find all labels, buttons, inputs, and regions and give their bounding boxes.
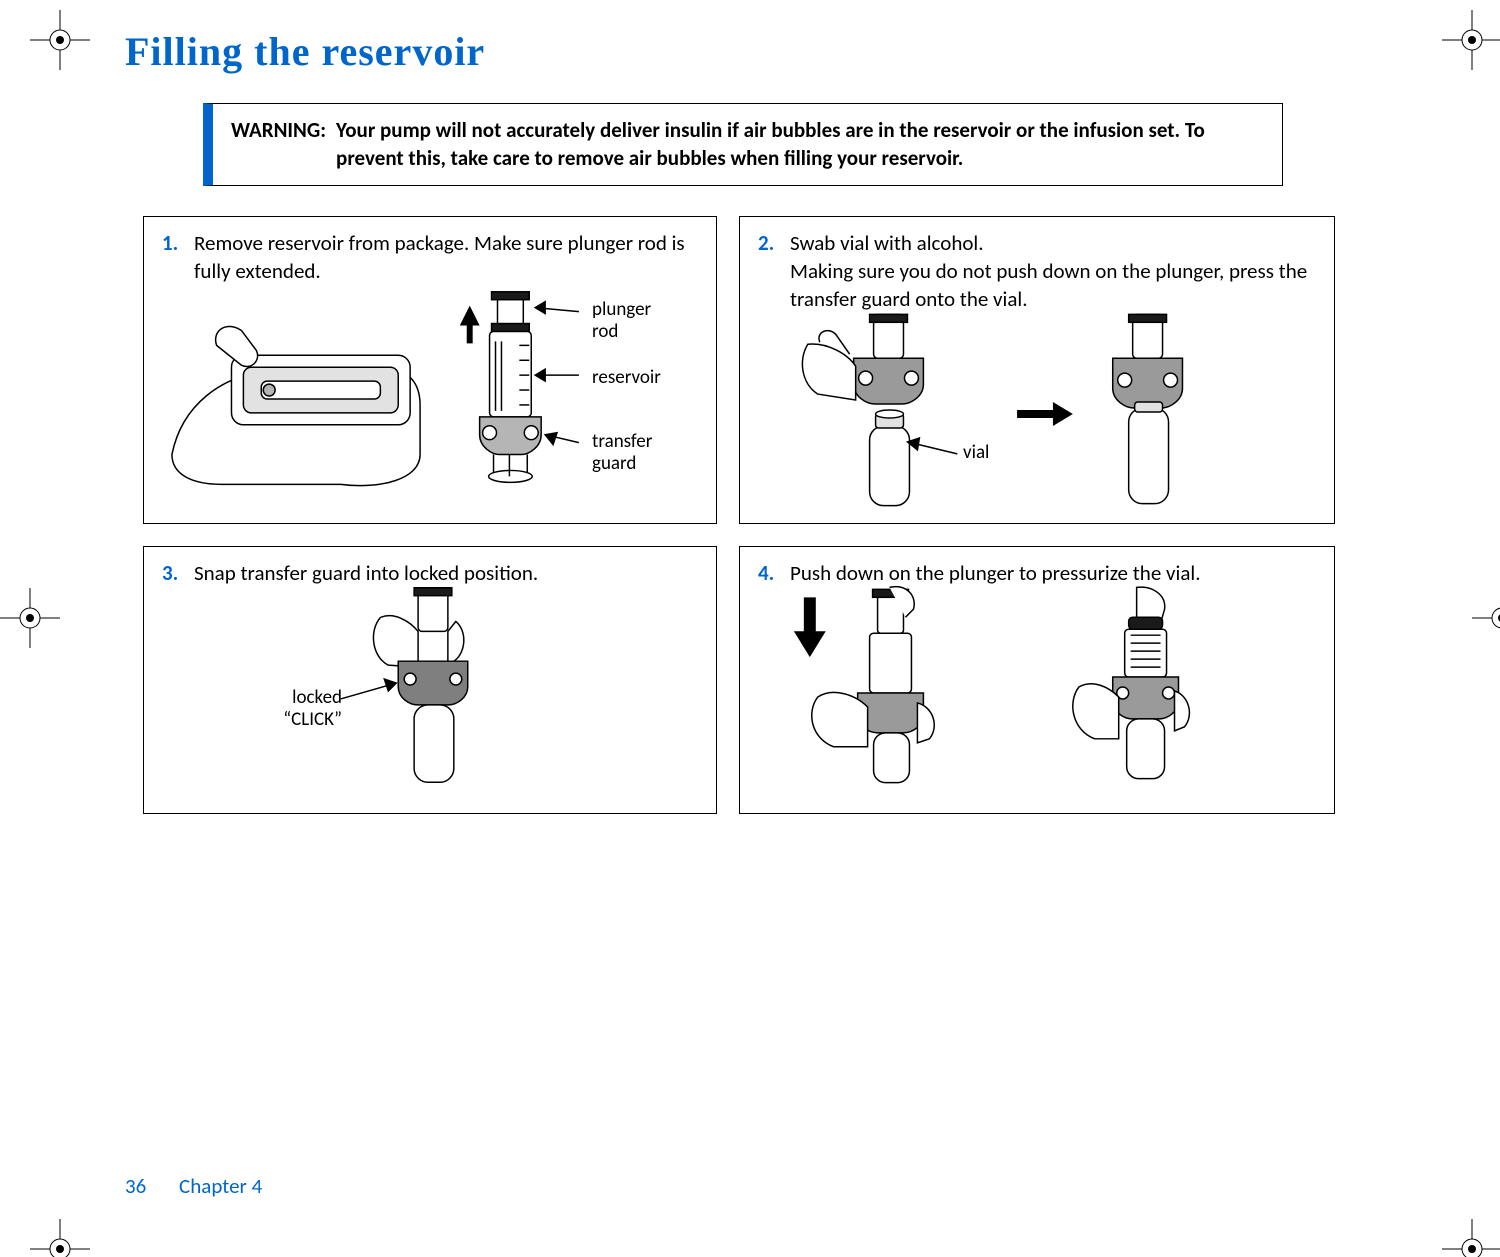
- step-3-text: Snap transfer guard into locked position…: [194, 559, 538, 587]
- warning-box: WARNING: Your pump will not accurately d…: [203, 103, 1283, 186]
- step-1: 1. Remove reservoir from package. Make s…: [143, 216, 717, 524]
- crop-mark-tl: [30, 10, 58, 38]
- step-1-text: Remove reservoir from package. Make sure…: [194, 229, 698, 286]
- step-2-number: 2.: [758, 229, 780, 314]
- step-4: 4. Push down on the plunger to pressuriz…: [739, 546, 1335, 814]
- step-1-number: 1.: [162, 229, 184, 286]
- callout-locked-click: locked “CLICK”: [262, 687, 342, 731]
- crop-mark-tr: [1442, 10, 1470, 38]
- crop-mark-br: [1442, 1219, 1470, 1247]
- step-3-number: 3.: [162, 559, 184, 587]
- callout-plunger-rod: plunger rod: [592, 299, 651, 343]
- page-title: Filling the reservoir: [125, 28, 1355, 75]
- crop-mark-mr: [1472, 588, 1500, 616]
- callout-reservoir: reservoir: [592, 367, 661, 389]
- crop-mark-ml: [0, 588, 28, 616]
- warning-text: Your pump will not accurately deliver in…: [336, 116, 1264, 173]
- crop-mark-bl: [30, 1219, 58, 1247]
- step-4-illustration: [758, 587, 1316, 787]
- page-number: 36: [125, 1173, 146, 1199]
- callout-transfer-guard: transfer guard: [592, 431, 652, 475]
- step-3-illustration: [162, 587, 698, 787]
- step-3: 3. Snap transfer guard into locked posit…: [143, 546, 717, 814]
- page-footer: 36 Chapter 4: [125, 1173, 262, 1199]
- step-2-text: Swab vial with alcohol. Making sure you …: [790, 229, 1316, 314]
- step-4-text: Push down on the plunger to pressurize t…: [790, 559, 1201, 587]
- warning-label: WARNING:: [231, 116, 326, 173]
- chapter-label: Chapter 4: [179, 1173, 262, 1199]
- step-4-number: 4.: [758, 559, 780, 587]
- step-2-illustration: [758, 314, 1316, 514]
- callout-vial: vial: [963, 442, 989, 464]
- step-2: 2. Swab vial with alcohol. Making sure y…: [739, 216, 1335, 524]
